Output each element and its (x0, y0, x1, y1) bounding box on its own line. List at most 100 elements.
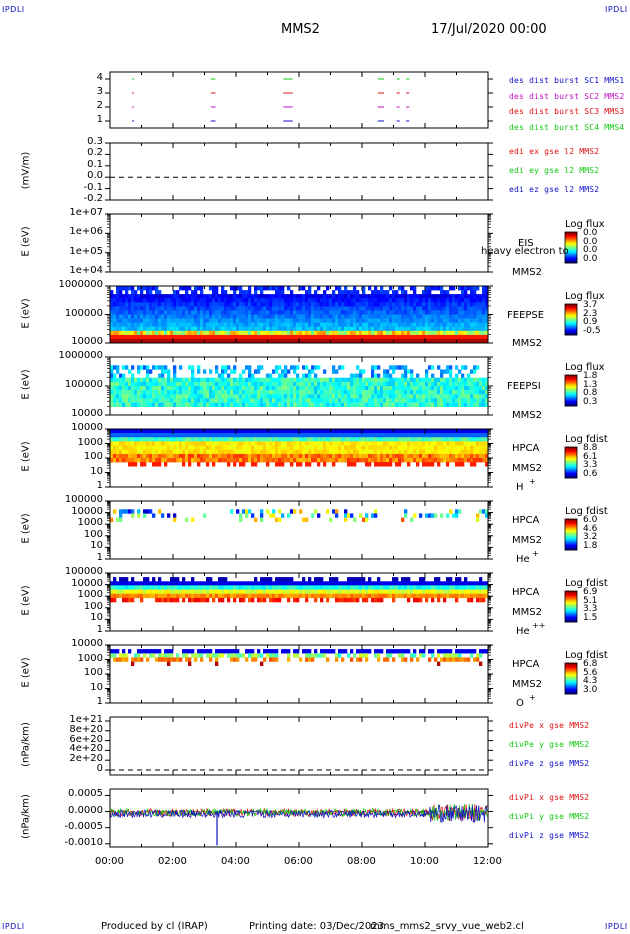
heatmap-cell (257, 377, 261, 383)
heatmap-cell (437, 394, 441, 399)
heatmap-cell (275, 294, 279, 299)
heatmap-cell (272, 458, 276, 463)
heatmap-cell (263, 597, 267, 603)
heatmap-cell (425, 377, 429, 383)
heatmap-cell (326, 593, 330, 599)
heatmap-cell (359, 577, 363, 582)
heatmap-cell (266, 589, 270, 594)
heatmap-cell (302, 394, 306, 399)
heatmap-cell (455, 298, 459, 303)
heatmap-cell (245, 306, 249, 311)
heatmap-cell (326, 437, 330, 442)
heatmap-cell (320, 334, 324, 340)
heatmap-cell (335, 441, 339, 446)
heatmap-cell (185, 377, 189, 383)
heatmap-cell (356, 585, 360, 590)
colorbar-swatch (565, 306, 577, 309)
heatmap-cell (326, 306, 330, 311)
heatmap-cell (113, 597, 117, 603)
heatmap-cell (266, 441, 270, 446)
heatmap-cell (179, 585, 183, 590)
heatmap-cell (386, 310, 390, 315)
heatmap-cell (356, 593, 360, 599)
heatmap-cell (113, 593, 117, 599)
colorbar-swatch (565, 534, 577, 537)
heatmap-cell (428, 334, 432, 340)
heatmap-cell (263, 445, 267, 450)
heatmap-cell (260, 338, 264, 344)
heatmap-cell (311, 310, 315, 315)
heatmap-cell (176, 441, 180, 446)
heatmap-cell (296, 306, 300, 311)
heatmap-cell (134, 585, 138, 590)
heatmap-cell (179, 441, 183, 446)
heatmap-cell (122, 585, 126, 590)
heatmap-cell (275, 330, 279, 336)
heatmap-cell (368, 453, 372, 459)
heatmap-cell (422, 334, 426, 340)
heatmap-cell (185, 334, 189, 340)
heatmap-cell (137, 314, 141, 319)
heatmap-cell (314, 437, 318, 442)
heatmap-cell (407, 377, 411, 383)
heatmap-cell (152, 322, 156, 327)
heatmap-cell (155, 445, 159, 450)
heatmap-cell (428, 381, 432, 387)
heatmap-cell (347, 581, 351, 586)
heatmap-cell (182, 294, 186, 299)
heatmap-cell (218, 390, 222, 395)
heatmap-cell (185, 298, 189, 303)
heatmap-cell (368, 593, 372, 599)
heatmap-cell (137, 390, 141, 395)
heatmap-cell (332, 398, 336, 403)
heatmap-cell (368, 445, 372, 450)
heatmap-cell (278, 298, 282, 303)
colorbar-swatch (565, 535, 577, 538)
heatmap-cell (209, 398, 213, 403)
heatmap-cell (128, 394, 132, 399)
heatmap-cell (353, 314, 357, 319)
heatmap-cell (371, 334, 375, 340)
heatmap-cell (170, 597, 174, 603)
heatmap-cell (422, 298, 426, 303)
heatmap-cell (161, 314, 165, 319)
heatmap-cell (296, 398, 300, 403)
heatmap-cell (284, 369, 288, 374)
heatmap-cell (452, 386, 456, 391)
heatmap-cell (278, 326, 282, 332)
heatmap-cell (170, 402, 174, 407)
heatmap-cell (476, 334, 480, 340)
heatmap-cell (152, 330, 156, 336)
heatmap-cell (185, 302, 189, 307)
heatmap-cell (440, 318, 444, 323)
heatmap-cell (194, 441, 198, 446)
heatmap-cell (416, 458, 420, 463)
heatmap-cell (134, 462, 138, 467)
heatmap-cell (347, 593, 351, 599)
heatmap-cell (119, 429, 123, 434)
heatmap-cell (443, 398, 447, 403)
heatmap-cell (182, 386, 186, 391)
heatmap-cell (257, 585, 261, 590)
heatmap-cell (287, 314, 291, 319)
heatmap-cell (122, 306, 126, 311)
heatmap-cell (218, 402, 222, 407)
heatmap-cell (386, 437, 390, 442)
heatmap-cell (218, 593, 222, 599)
heatmap-cell (197, 377, 201, 383)
heatmap-cell (344, 394, 348, 399)
heatmap-cell (422, 398, 426, 403)
heatmap-cell (440, 402, 444, 407)
heatmap-cell (170, 433, 174, 438)
heatmap-cell (440, 338, 444, 344)
heatmap-cell (224, 334, 228, 340)
heatmap-cell (482, 302, 486, 307)
heatmap-cell (299, 433, 303, 438)
heatmap-cell (374, 589, 378, 594)
heatmap-cell (392, 445, 396, 450)
heatmap-cell (287, 294, 291, 299)
heatmap-cell (251, 381, 255, 387)
heatmap-cell (458, 306, 462, 311)
heatmap-cell (467, 394, 471, 399)
heatmap-cell (335, 390, 339, 395)
